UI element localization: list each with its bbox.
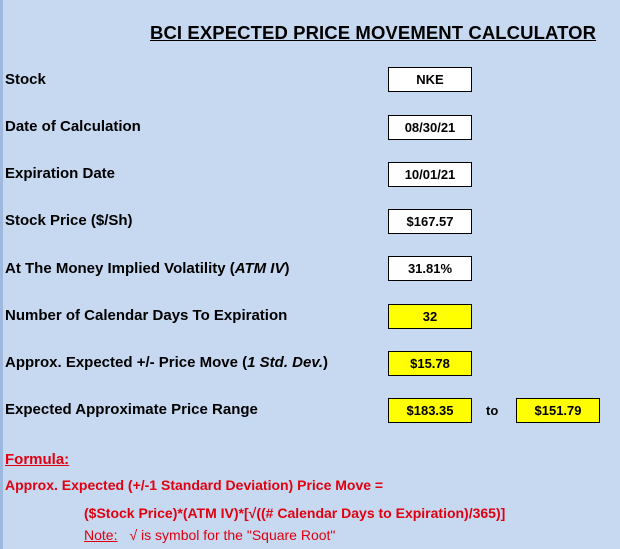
calendar-days-cell: 32 bbox=[388, 304, 472, 329]
formula-note: Note: √ is symbol for the "Square Root" bbox=[84, 527, 335, 543]
calendar-days-label: Number of Calendar Days To Expiration bbox=[5, 307, 288, 324]
left-border bbox=[0, 0, 3, 549]
note-text: √ is symbol for the "Square Root" bbox=[129, 527, 336, 543]
expiration-date-cell[interactable]: 10/01/21 bbox=[388, 162, 472, 187]
range-to-text: to bbox=[486, 403, 499, 418]
note-label: Note: bbox=[84, 527, 118, 543]
date-calculation-cell[interactable]: 08/30/21 bbox=[388, 115, 472, 140]
formula-line: Approx. Expected (+/-1 Standard Deviatio… bbox=[5, 477, 384, 493]
date-calculation-label: Date of Calculation bbox=[5, 118, 141, 135]
expected-move-cell: $15.78 bbox=[388, 351, 472, 376]
formula-heading: Formula: bbox=[5, 451, 70, 468]
price-range-low-cell: $151.79 bbox=[516, 398, 600, 423]
expiration-date-label: Expiration Date bbox=[5, 165, 116, 182]
stock-label: Stock bbox=[5, 71, 46, 88]
atm-iv-cell[interactable]: 31.81% bbox=[388, 256, 472, 281]
formula-expression: ($Stock Price)*(ATM IV)*[√((# Calendar D… bbox=[84, 505, 506, 521]
atm-iv-label: At The Money Implied Volatility (ATM IV) bbox=[5, 260, 290, 277]
stock-price-label: Stock Price ($/Sh) bbox=[5, 212, 133, 229]
price-range-high-cell: $183.35 bbox=[388, 398, 472, 423]
page-title: BCI EXPECTED PRICE MOVEMENT CALCULATOR bbox=[150, 22, 597, 43]
expected-move-label: Approx. Expected +/- Price Move (1 Std. … bbox=[5, 354, 329, 371]
price-range-label: Expected Approximate Price Range bbox=[5, 401, 258, 418]
stock-value-cell[interactable]: NKE bbox=[388, 67, 472, 92]
stock-price-cell[interactable]: $167.57 bbox=[388, 209, 472, 234]
